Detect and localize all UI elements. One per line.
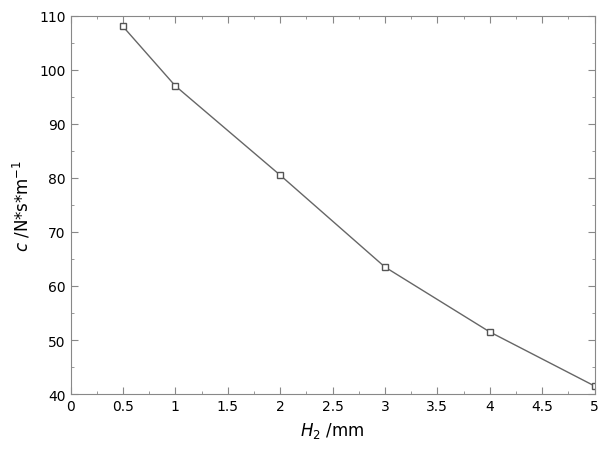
X-axis label: $H_2$ /mm: $H_2$ /mm xyxy=(300,420,365,440)
Y-axis label: $c$ /N*s*m$^{-1}$: $c$ /N*s*m$^{-1}$ xyxy=(11,160,32,251)
